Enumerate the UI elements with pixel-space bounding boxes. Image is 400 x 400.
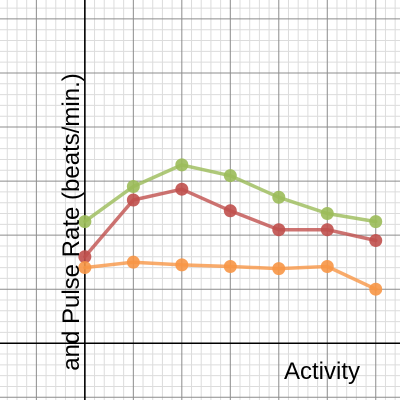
series-1-point xyxy=(175,158,189,172)
series-3-point xyxy=(223,259,237,273)
series-2-point xyxy=(175,182,189,196)
y-axis-label: and Pulse Rate (beats/min.) xyxy=(58,73,85,370)
series-1-point xyxy=(369,215,383,229)
series-3-point xyxy=(175,258,189,272)
series-2 xyxy=(78,182,383,264)
series-2-point xyxy=(223,204,237,218)
series-1-point xyxy=(78,215,92,229)
series-1-point xyxy=(126,179,140,193)
series-1-point xyxy=(272,190,286,204)
series-1-point xyxy=(223,169,237,183)
x-axis-label: Activity xyxy=(284,358,360,385)
series-2-point xyxy=(320,223,334,237)
series-2-point xyxy=(272,223,286,237)
series-2-point xyxy=(369,234,383,248)
series-3-point xyxy=(369,282,383,296)
series-1 xyxy=(78,158,383,229)
series-2-point xyxy=(78,250,92,264)
series-3-point xyxy=(126,255,140,269)
series-3-point xyxy=(78,261,92,275)
series-1-point xyxy=(320,207,334,221)
series-3 xyxy=(78,255,383,296)
series-3-point xyxy=(272,262,286,276)
series-3-point xyxy=(320,259,334,273)
series-layer xyxy=(78,158,383,296)
series-2-point xyxy=(126,193,140,207)
